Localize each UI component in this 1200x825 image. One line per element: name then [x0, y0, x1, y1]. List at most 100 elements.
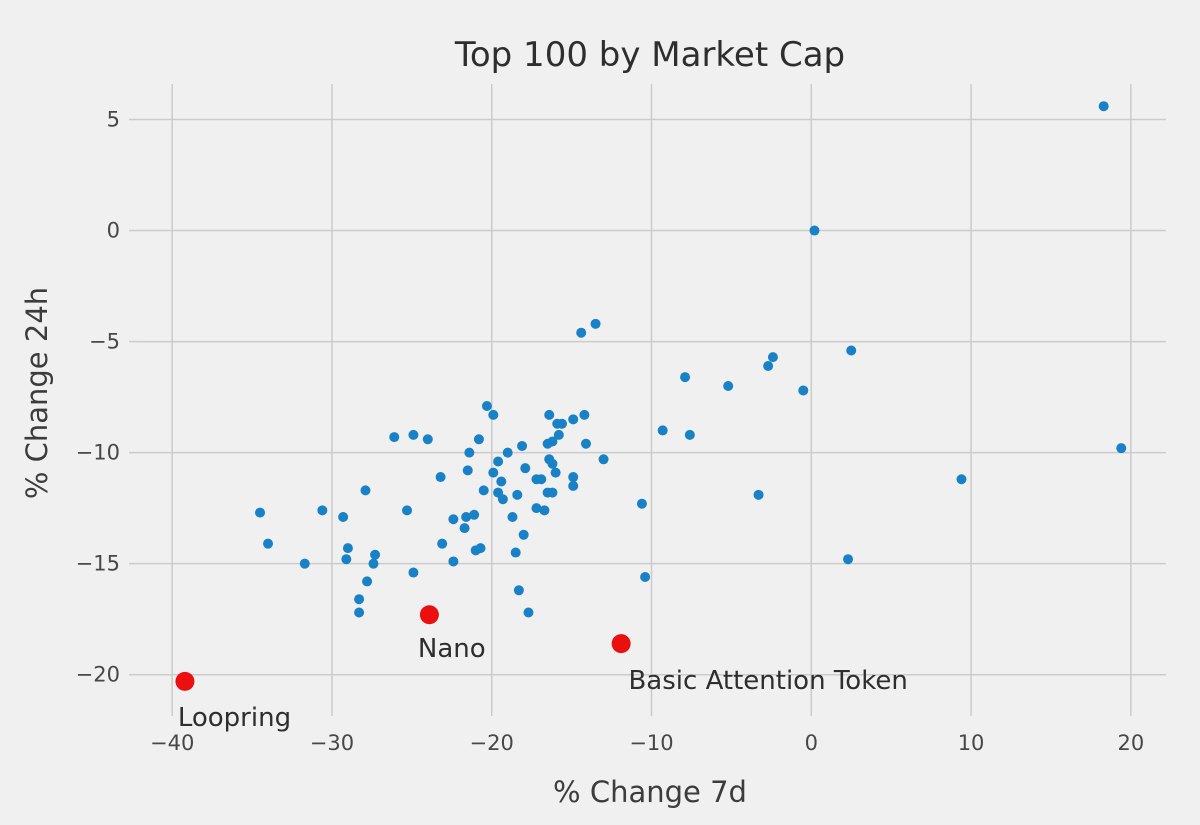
data-point [448, 514, 459, 525]
data-point [513, 585, 524, 596]
x-tick-label: −30 [310, 731, 354, 755]
data-point [843, 554, 854, 565]
data-point [598, 454, 609, 465]
data-point [767, 352, 778, 363]
data-point [360, 485, 371, 496]
x-tick-label: −40 [150, 731, 194, 755]
data-point [299, 558, 310, 569]
data-point [389, 432, 400, 443]
data-point [523, 607, 534, 618]
data-point [370, 549, 381, 560]
annotations: Loopring Nano Basic Attention Token [178, 634, 908, 733]
y-tick-label: −5 [89, 330, 120, 354]
data-point [576, 327, 587, 338]
tick-marks [129, 118, 1132, 716]
data-point [680, 372, 691, 383]
data-point [579, 409, 590, 420]
data-point [448, 556, 459, 567]
data-point [1116, 443, 1127, 454]
data-point [402, 505, 413, 516]
data-point [568, 414, 579, 425]
data-point [342, 543, 353, 554]
data-point [536, 474, 547, 485]
data-point [422, 434, 433, 445]
chart-title: Top 100 by Market Cap [454, 35, 845, 75]
data-point [753, 489, 764, 500]
data-point [461, 512, 472, 523]
data-point [462, 465, 473, 476]
data-point [517, 440, 528, 451]
x-tick-label: −20 [470, 731, 514, 755]
data-point [763, 361, 774, 372]
highlighted-point-basic-attention-token [611, 634, 631, 654]
data-point [408, 567, 419, 578]
x-tick-label: −10 [629, 731, 673, 755]
data-point [435, 472, 446, 483]
data-point [520, 463, 531, 474]
data-point [338, 512, 349, 523]
annotation-label: Nano [418, 634, 486, 664]
data-point [547, 487, 558, 498]
tick-labels: −40 −30 −20 −10 0 10 20 5 0 −5 −10 −15 −20 [76, 108, 1145, 755]
data-point [1098, 101, 1109, 112]
data-point [539, 505, 550, 516]
data-point [809, 225, 820, 236]
data-point [502, 447, 513, 458]
y-tick-label: −20 [76, 663, 120, 687]
data-point [547, 436, 558, 447]
data-point [568, 480, 579, 491]
data-point [493, 456, 504, 467]
data-point [481, 400, 492, 411]
data-point [475, 543, 486, 554]
data-point [263, 538, 274, 549]
data-point [518, 529, 529, 540]
data-point [547, 458, 558, 469]
data-point [846, 345, 857, 356]
data-point [657, 425, 668, 436]
data-point [636, 498, 647, 509]
data-point [723, 381, 734, 392]
data-point [459, 523, 470, 534]
data-point [568, 472, 579, 483]
data-point [580, 438, 591, 449]
data-point [550, 467, 561, 478]
data-point [368, 558, 379, 569]
data-point [553, 429, 564, 440]
x-tick-label: 20 [1117, 731, 1144, 755]
data-point [354, 594, 365, 605]
y-tick-label: −15 [76, 552, 120, 576]
data-point [507, 512, 518, 523]
annotation-label: Basic Attention Token [628, 666, 907, 696]
highlighted-point-loopring [175, 671, 195, 691]
x-axis-label: % Change 7d [553, 775, 747, 809]
y-axis-label: % Change 24h [20, 287, 54, 499]
gridlines [137, 84, 1166, 708]
data-point [956, 474, 967, 485]
data-point [354, 607, 365, 618]
data-point [531, 503, 542, 514]
data-point [640, 571, 651, 582]
data-point [478, 485, 489, 496]
data-points [175, 101, 1127, 691]
y-tick-label: 5 [107, 108, 120, 132]
data-point [510, 547, 521, 558]
data-point [464, 447, 475, 458]
data-point [362, 576, 373, 587]
data-point [255, 507, 266, 518]
data-point [798, 385, 809, 396]
data-point [496, 476, 507, 487]
data-point [557, 418, 568, 429]
data-point [341, 554, 352, 565]
x-tick-label: 10 [958, 731, 985, 755]
data-point [488, 409, 499, 420]
data-point [544, 409, 555, 420]
x-tick-label: 0 [805, 731, 818, 755]
y-tick-label: −10 [76, 441, 120, 465]
data-point [469, 509, 480, 520]
data-point [684, 429, 695, 440]
data-point [590, 318, 601, 329]
data-point [488, 467, 499, 478]
data-point [317, 505, 328, 516]
